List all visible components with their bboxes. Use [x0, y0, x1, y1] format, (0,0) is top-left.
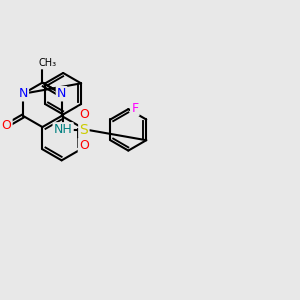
Text: F: F [131, 102, 138, 115]
Text: CH₃: CH₃ [39, 58, 57, 68]
Text: S: S [80, 123, 88, 137]
Text: N: N [19, 87, 28, 100]
Text: O: O [79, 108, 89, 121]
Text: NH: NH [54, 123, 73, 136]
Text: O: O [79, 139, 89, 152]
Text: O: O [2, 119, 11, 132]
Text: N: N [57, 87, 66, 100]
